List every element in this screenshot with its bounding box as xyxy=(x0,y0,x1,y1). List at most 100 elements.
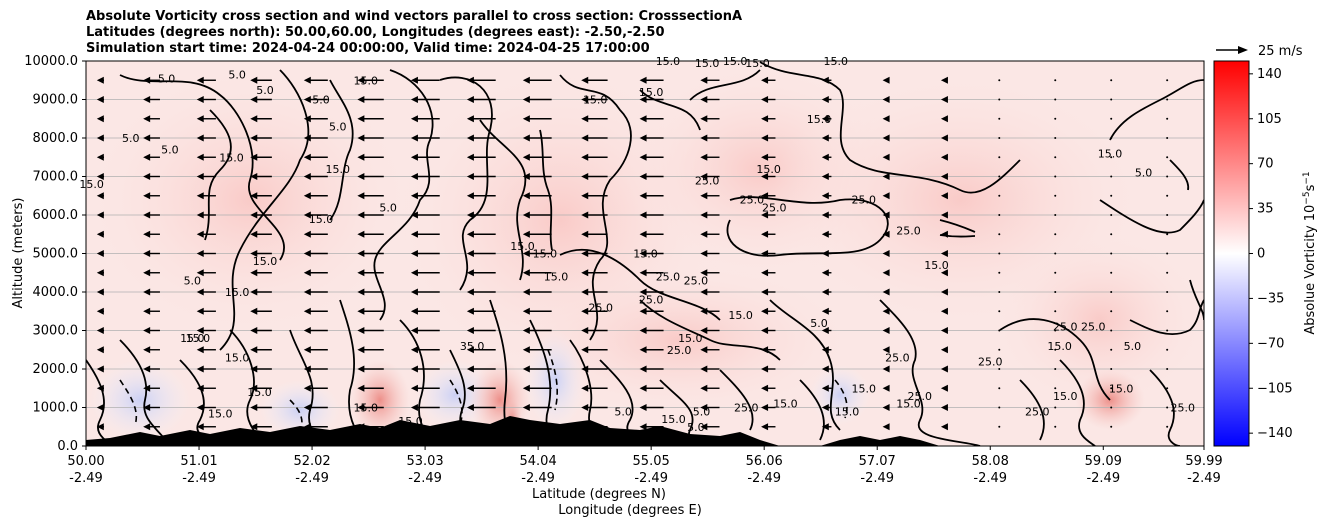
wind-vector-head xyxy=(303,76,311,84)
contour-label: 5.0 xyxy=(228,68,246,81)
wind-vector-head xyxy=(761,115,769,123)
wind-vector-dot xyxy=(998,271,1001,274)
wind-vector-head xyxy=(940,346,948,354)
x-tick-label-lat: 53.03 xyxy=(406,454,443,469)
contour-label: 25.0 xyxy=(695,174,720,187)
contour-label: 15.0 xyxy=(852,382,877,395)
wind-vector-head xyxy=(303,307,311,315)
wind-vector-head xyxy=(250,192,258,200)
wind-vector-head xyxy=(639,192,647,200)
x-tick-label-lat: 54.04 xyxy=(520,454,557,469)
x-tick-label-lon: -2.49 xyxy=(521,471,555,486)
wind-vector-head xyxy=(303,365,311,373)
wind-vector-head xyxy=(761,153,769,161)
wind-vector-head xyxy=(700,134,708,142)
wind-vector-head xyxy=(303,269,311,277)
wind-vector-head xyxy=(639,153,647,161)
wind-vector-head xyxy=(250,76,258,84)
wind-vector-dot xyxy=(998,194,1001,197)
wind-vector-head xyxy=(303,134,311,142)
wind-vector-head xyxy=(466,346,474,354)
wind-vector-head xyxy=(821,134,829,142)
wind-vector-head xyxy=(357,288,365,296)
wind-vector-head xyxy=(639,269,647,277)
wind-vector-head xyxy=(410,384,418,392)
wind-vector-dot xyxy=(1166,175,1169,178)
wind-vector-head xyxy=(96,173,104,180)
wind-vector-head xyxy=(143,211,151,219)
wind-vector-head xyxy=(357,250,365,257)
wind-vector-head xyxy=(522,76,530,84)
wind-vector-head xyxy=(522,250,530,257)
wind-vector-dot xyxy=(1054,137,1057,139)
wind-vector-head xyxy=(466,384,474,392)
wind-vector-dot xyxy=(1054,310,1057,313)
x-axis-label-latitude: Latitude (degrees N) xyxy=(532,487,666,502)
wind-vector-head xyxy=(821,173,829,180)
wind-vector-head xyxy=(410,346,418,354)
colorbar-tick-label: 70 xyxy=(1257,157,1274,172)
x-tick-label-lon: -2.49 xyxy=(747,471,781,486)
contour-label: 25.0 xyxy=(667,344,692,357)
wind-vector-dot xyxy=(998,214,1001,216)
wind-vector-head xyxy=(821,96,829,103)
wind-vector-dot xyxy=(1110,79,1113,82)
wind-vector-dot xyxy=(1166,291,1169,293)
contour-label: 15.0 xyxy=(354,402,379,415)
wind-vector-head xyxy=(196,153,204,161)
wind-vector-head xyxy=(940,327,948,334)
wind-vector-head xyxy=(410,365,418,373)
wind-vector-dot xyxy=(998,79,1001,82)
wind-vector-head xyxy=(196,76,204,84)
contour-label: 15.0 xyxy=(544,271,569,284)
wind-vector-head xyxy=(96,269,104,277)
wind-vector-head xyxy=(821,115,829,123)
wind-vector-dot xyxy=(1054,406,1057,409)
contour-label: 15.0 xyxy=(745,57,770,70)
wind-vector-head xyxy=(410,153,418,161)
wind-vector-head xyxy=(940,307,948,315)
wind-vector-head xyxy=(143,423,151,431)
wind-vector-dot xyxy=(998,348,1001,351)
wind-vector-dot xyxy=(1110,387,1113,390)
wind-vector-dot xyxy=(1054,271,1057,274)
wind-vector-head xyxy=(882,192,890,200)
contour-label: 15.0 xyxy=(533,248,558,261)
contour-labels: 5.0 5.0 5.0 5.0 15.0 5.0 5.0 5.0 15.0 15.0 15.0 15.… xyxy=(79,55,1195,434)
wind-vector-head xyxy=(761,250,769,257)
wind-vector-head xyxy=(303,211,311,219)
wind-vector-head xyxy=(761,423,769,431)
wind-vector-head xyxy=(639,173,647,180)
wind-vector-dot xyxy=(1054,348,1057,351)
wind-vector-dot xyxy=(998,291,1001,293)
wind-vector-head xyxy=(882,384,890,392)
wind-vector-dot xyxy=(1110,252,1113,255)
wind-vector-head xyxy=(639,115,647,123)
wind-vector-dot xyxy=(998,329,1001,332)
wind-vector-dot xyxy=(1110,233,1113,236)
wind-vector-head xyxy=(639,365,647,373)
contour-label: 25.0 xyxy=(885,351,910,364)
wind-vector-head xyxy=(143,288,151,296)
wind-vector-head xyxy=(357,269,365,277)
wind-vector-head xyxy=(196,115,204,123)
wind-vector-head xyxy=(761,404,769,411)
wind-vector-head xyxy=(196,173,204,180)
wind-vector-head xyxy=(96,365,104,373)
x-tick-label-lat: 57.07 xyxy=(859,454,896,469)
wind-vector-head xyxy=(940,250,948,257)
wind-vector-head xyxy=(143,327,151,334)
wind-vector-head xyxy=(303,346,311,354)
wind-vector-head xyxy=(196,250,204,257)
wind-vector-head xyxy=(882,211,890,219)
wind-vector-head xyxy=(466,96,474,103)
wind-vector-head xyxy=(303,288,311,296)
y-tick-label: 3000.0 xyxy=(33,324,79,339)
wind-vector-head xyxy=(143,173,151,180)
wind-vector-head xyxy=(250,96,258,103)
wind-vector-head xyxy=(940,211,948,219)
quiver-key-label: 25 m/s xyxy=(1258,44,1303,59)
x-tick-label-lat: 59.09 xyxy=(1085,454,1122,469)
wind-vector-dot xyxy=(1110,271,1113,274)
quiver-key: 25 m/s xyxy=(1216,44,1303,59)
